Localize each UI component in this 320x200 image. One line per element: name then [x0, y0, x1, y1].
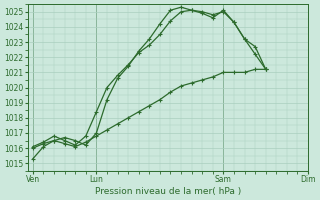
X-axis label: Pression niveau de la mer( hPa ): Pression niveau de la mer( hPa ) [95, 187, 241, 196]
